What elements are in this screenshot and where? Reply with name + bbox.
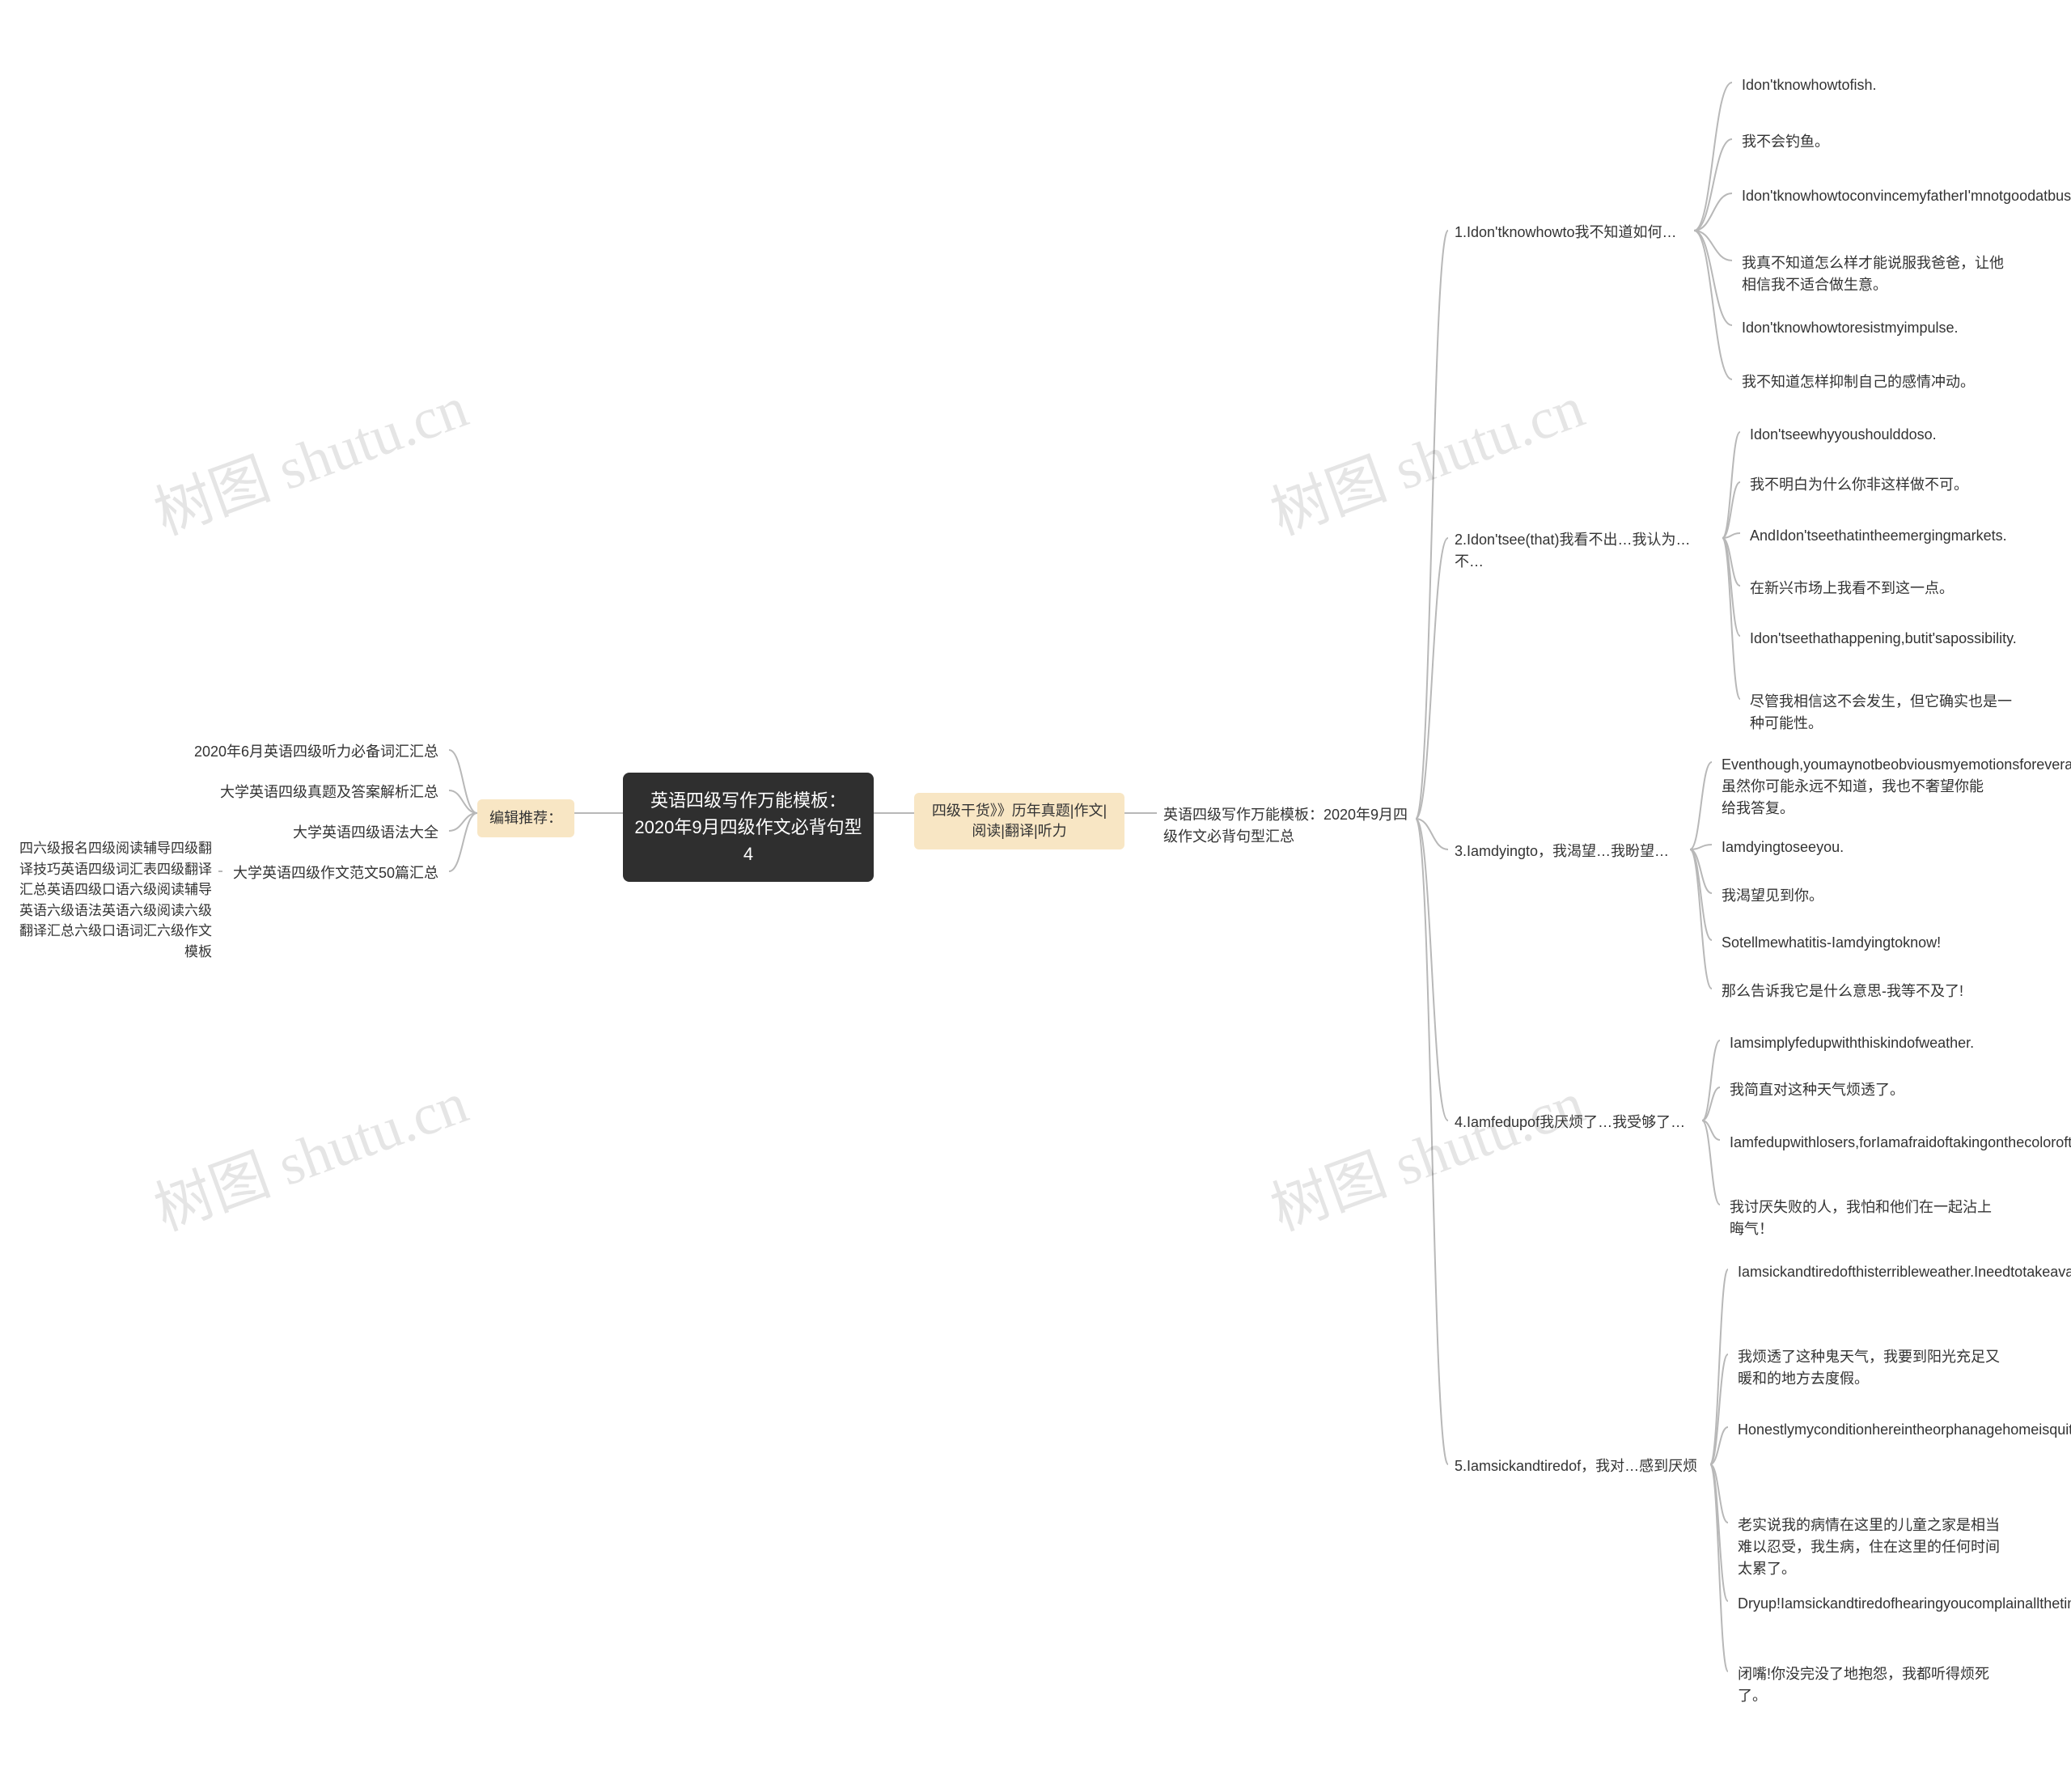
- leaf-node[interactable]: 我不知道怎样抑制自己的感情冲动。: [1735, 368, 2010, 396]
- leaf-node[interactable]: Sotellmewhatitis-Iamdyingtoknow!: [1715, 929, 1990, 957]
- leaf-node[interactable]: 老实说我的病情在这里的儿童之家是相当难以忍受，我生病，住在这里的任何时间太累了。: [1731, 1511, 2006, 1583]
- leaf-node[interactable]: Iamsickandtiredofthisterribleweather.Ine…: [1731, 1258, 2006, 1286]
- leaf-node[interactable]: AndIdon'tseethatintheemergingmarkets.: [1743, 522, 2018, 550]
- left-extra[interactable]: 四六级报名四级阅读辅导四级翻译技巧英语四级词汇表四级翻译汇总英语四级口语六级阅读…: [8, 835, 218, 965]
- left-branch[interactable]: 编辑推荐：: [477, 799, 574, 837]
- watermark: 树图 shutu.cn: [141, 359, 477, 551]
- leaf-node[interactable]: 我真不知道怎么样才能说服我爸爸，让他相信我不适合做生意。: [1735, 249, 2010, 299]
- watermark: 树图 shutu.cn: [1257, 1055, 1594, 1247]
- leaf-node[interactable]: Iamsimplyfedupwiththiskindofweather.: [1723, 1029, 1998, 1057]
- watermark: 树图 shutu.cn: [1257, 359, 1594, 551]
- leaf-node[interactable]: 我简直对这种天气烦透了。: [1723, 1076, 1998, 1104]
- leaf-node[interactable]: 那么告诉我它是什么意思-我等不及了!: [1715, 977, 1990, 1006]
- group-label[interactable]: 1.Idon'tknowhowto我不知道如何…: [1448, 218, 1691, 247]
- right-branch[interactable]: 四级干货》》历年真题|作文|阅读|翻译|听力: [914, 793, 1124, 849]
- leaf-node[interactable]: Idon'tknowhowtofish.: [1735, 71, 2010, 100]
- leaf-node[interactable]: 我渴望见到你。: [1715, 882, 1990, 910]
- leaf-node[interactable]: Dryup!Iamsickandtiredofhearingyoucomplai…: [1731, 1590, 2006, 1618]
- leaf-node[interactable]: 闭嘴!你没完没了地抱怨，我都听得烦死了。: [1731, 1660, 2006, 1710]
- leaf-node[interactable]: Eventhough,youmaynotbeobviousmyemotionsf…: [1715, 751, 1990, 823]
- leaf-node[interactable]: Idon'tknowhowtoconvincemyfatherI'mnotgoo…: [1735, 182, 2010, 210]
- leaf-node[interactable]: 尽管我相信这不会发生，但它确实也是一种可能性。: [1743, 688, 2018, 738]
- leaf-node[interactable]: Idon'tknowhowtoresistmyimpulse.: [1735, 314, 2010, 342]
- leaf-node[interactable]: Iamdyingtoseeyou.: [1715, 833, 1990, 862]
- left-item[interactable]: 2020年6月英语四级听力必备词汇汇总: [186, 738, 445, 766]
- left-item[interactable]: 大学英语四级语法大全: [275, 819, 445, 847]
- group-label[interactable]: 4.Iamfedupof我厌烦了…我受够了…: [1448, 1108, 1699, 1137]
- leaf-node[interactable]: Idon'tseethathappening,butit'sapossibili…: [1743, 625, 2018, 653]
- group-label[interactable]: 5.Iamsickandtiredof，我对…感到厌烦: [1448, 1452, 1707, 1481]
- right-sub[interactable]: 英语四级写作万能模板：2020年9月四级作文必背句型汇总: [1157, 801, 1416, 851]
- root-node[interactable]: 英语四级写作万能模板：2020年9月四级作文必背句型4: [623, 773, 874, 882]
- leaf-node[interactable]: Idon'tseewhyyoushoulddoso.: [1743, 421, 2018, 449]
- leaf-node[interactable]: 在新兴市场上我看不到这一点。: [1743, 574, 2018, 603]
- leaf-node[interactable]: Honestlymyconditionhereintheorphanagehom…: [1731, 1416, 2006, 1444]
- leaf-node[interactable]: 我讨厌失败的人，我怕和他们在一起沾上晦气！: [1723, 1193, 1998, 1243]
- leaf-node[interactable]: 我烦透了这种鬼天气，我要到阳光充足又暖和的地方去度假。: [1731, 1343, 2006, 1393]
- group-label[interactable]: 2.Idon'tsee(that)我看不出…我认为…不…: [1448, 526, 1719, 576]
- leaf-node[interactable]: 我不会钓鱼。: [1735, 128, 2010, 156]
- leaf-node[interactable]: 我不明白为什么你非这样做不可。: [1743, 471, 2018, 499]
- leaf-node[interactable]: Iamfedupwithlosers,forIamafraidoftakingo…: [1723, 1129, 1998, 1157]
- left-item[interactable]: 大学英语四级作文范文50篇汇总: [222, 859, 445, 888]
- left-item[interactable]: 大学英语四级真题及答案解析汇总: [210, 778, 445, 807]
- watermark: 树图 shutu.cn: [141, 1055, 477, 1247]
- group-label[interactable]: 3.Iamdyingto，我渴望…我盼望…: [1448, 837, 1687, 866]
